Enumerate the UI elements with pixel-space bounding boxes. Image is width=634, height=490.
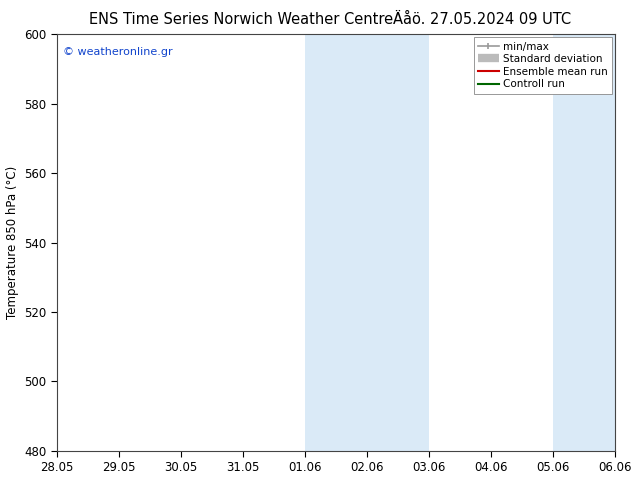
Text: ENS Time Series Norwich Weather Centre: ENS Time Series Norwich Weather Centre (89, 12, 393, 27)
Bar (305, 34, 367, 451)
Bar (367, 34, 429, 451)
Legend: min/max, Standard deviation, Ensemble mean run, Controll run: min/max, Standard deviation, Ensemble me… (474, 37, 612, 94)
Y-axis label: Temperature 850 hPa (°C): Temperature 850 hPa (°C) (6, 166, 19, 319)
Bar (553, 34, 615, 451)
Text: Äåö. 27.05.2024 09 UTC: Äåö. 27.05.2024 09 UTC (393, 12, 571, 27)
Bar (615, 34, 634, 451)
Text: © weatheronline.gr: © weatheronline.gr (63, 47, 172, 57)
